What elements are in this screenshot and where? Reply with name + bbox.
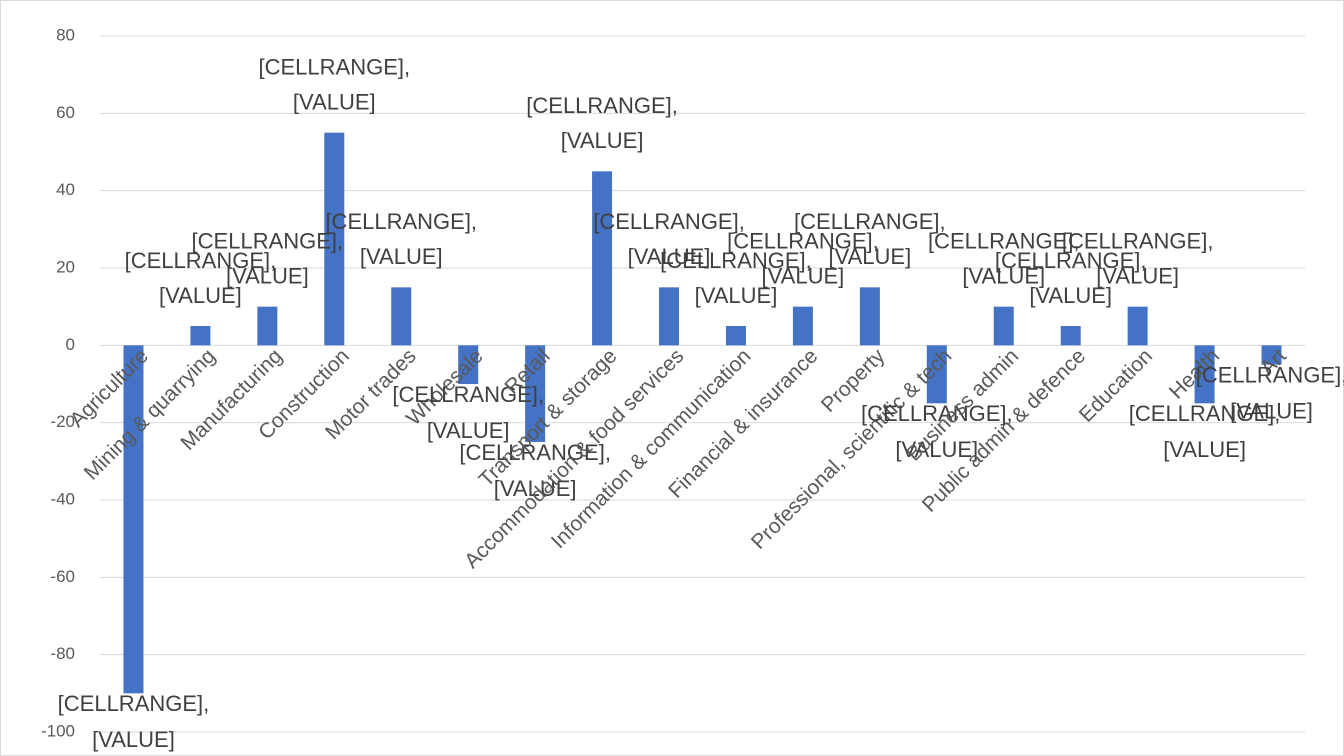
data-label: [CELLRANGE], [660, 248, 812, 273]
data-label: [VALUE] [427, 418, 510, 443]
data-label: [VALUE] [360, 244, 443, 269]
data-label: [CELLRANGE], [995, 248, 1147, 273]
bar [257, 306, 278, 346]
bar [993, 306, 1014, 346]
data-label: [CELLRANGE], [392, 382, 544, 407]
y-tick-label: -100 [41, 721, 75, 740]
data-label: [CELLRANGE], [1129, 401, 1281, 426]
data-label: [CELLRANGE], [593, 209, 745, 234]
y-tick-label: 0 [66, 335, 75, 354]
data-label: [VALUE] [1096, 263, 1179, 288]
bar [324, 132, 345, 346]
bar [525, 345, 546, 442]
data-label: [CELLRANGE], [861, 401, 1013, 426]
bar [123, 345, 144, 694]
data-label: [CELLRANGE], [727, 228, 879, 253]
y-tick-label: 80 [56, 25, 75, 44]
bar [1127, 306, 1148, 346]
data-label: [VALUE] [1029, 283, 1112, 308]
data-label: [VALUE] [92, 727, 175, 752]
data-label: [VALUE] [762, 263, 845, 288]
bar [391, 287, 412, 346]
bar [1261, 345, 1282, 365]
bar [659, 287, 680, 346]
data-label: [VALUE] [628, 244, 711, 269]
data-label: [VALUE] [1163, 437, 1246, 462]
data-label: [CELLRANGE], [459, 440, 611, 465]
data-label: [CELLRANGE], [192, 228, 344, 253]
bar [792, 306, 813, 346]
bar [190, 326, 211, 346]
data-label: [CELLRANGE], [794, 209, 946, 234]
bar [926, 345, 947, 404]
y-tick-label: 20 [56, 257, 75, 276]
bar [859, 287, 880, 346]
data-label: [VALUE] [695, 283, 778, 308]
bar [1194, 345, 1215, 404]
data-label: [VALUE] [895, 437, 978, 462]
data-label: [CELLRANGE], [325, 209, 477, 234]
y-tick-label: 40 [56, 180, 75, 199]
bar [1060, 326, 1081, 346]
y-tick-label: 60 [56, 103, 75, 122]
data-label: [CELLRANGE], [125, 248, 277, 273]
data-label: [CELLRANGE], [526, 93, 678, 118]
data-label: [VALUE] [1230, 398, 1313, 423]
data-label: [VALUE] [494, 476, 577, 501]
data-label: [VALUE] [962, 263, 1045, 288]
data-label: [VALUE] [226, 263, 309, 288]
y-tick-label: -20 [50, 412, 75, 431]
data-label: [VALUE] [293, 89, 376, 114]
data-label: [CELLRANGE], [58, 691, 210, 716]
y-tick-label: -40 [50, 489, 75, 508]
y-tick-label: -80 [50, 644, 75, 663]
y-tick-label: -60 [50, 567, 75, 586]
data-label: [VALUE] [828, 244, 911, 269]
bar [592, 171, 613, 346]
bar [458, 345, 479, 384]
data-label: [VALUE] [561, 128, 644, 153]
bar [725, 326, 746, 346]
data-label: [CELLRANGE], [259, 54, 411, 79]
data-label: [CELLRANGE], [1196, 362, 1344, 387]
data-label: [VALUE] [159, 283, 242, 308]
data-label: [CELLRANGE], [1062, 228, 1214, 253]
data-label: [CELLRANGE], [928, 228, 1080, 253]
